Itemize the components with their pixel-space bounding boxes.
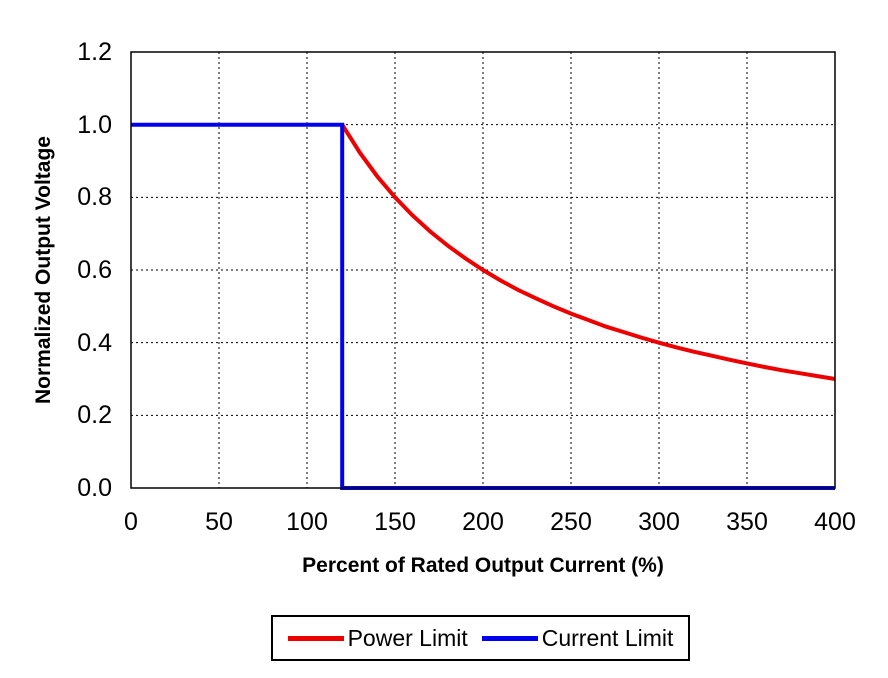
plot-frame [130, 51, 836, 489]
legend-label-power-limit: Power Limit [347, 624, 468, 651]
y-tick-label: 0.8 [77, 183, 112, 212]
y-tick-label: 1.2 [77, 38, 112, 66]
x-tick-label: 100 [286, 508, 328, 536]
x-tick-label: 400 [814, 508, 856, 536]
legend: Power Limit Current Limit [271, 615, 690, 661]
x-axis-title: Percent of Rated Output Current (%) [302, 554, 664, 577]
y-tick-label: 0.4 [77, 328, 112, 357]
legend-label-current-limit: Current Limit [541, 624, 674, 651]
x-tick-label: 0 [124, 508, 138, 536]
x-tick-label: 300 [638, 508, 680, 536]
x-tick-label: 250 [550, 508, 592, 536]
x-tick-label: 200 [462, 508, 504, 536]
series-line-power-limit [340, 123, 836, 381]
y-tick-label: 1.0 [77, 110, 112, 139]
y-tick-label: 0.6 [77, 256, 112, 284]
y-tick-label: 0.2 [77, 401, 112, 430]
y-axis-title: Normalized Output Voltage [32, 136, 55, 404]
x-tick-label: 350 [726, 508, 768, 536]
y-tick-label: 0.0 [77, 474, 112, 502]
legend-swatch-power-limit [287, 635, 344, 641]
x-tick-label: 150 [374, 508, 416, 536]
x-tick-label: 50 [205, 508, 233, 536]
legend-swatch-current-limit [481, 635, 538, 641]
